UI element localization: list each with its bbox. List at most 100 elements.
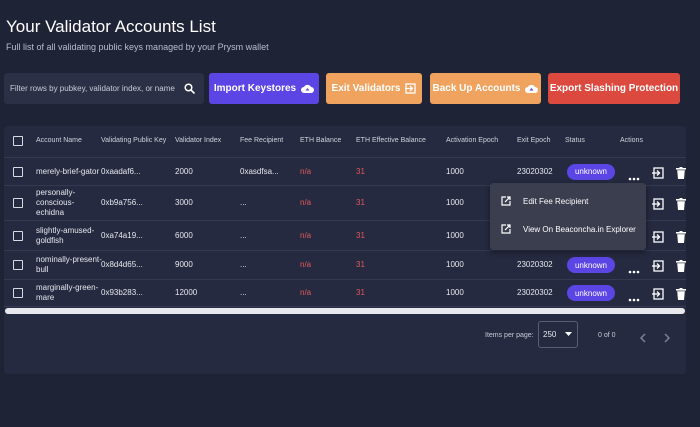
paginator-range: 0 of 0 [598,332,616,339]
cell: 0xa74a19... [101,230,143,240]
cell: 31 [356,198,365,207]
header-checkbox[interactable] [13,136,23,146]
cell: 1000 [446,198,464,207]
cell: ... [240,288,247,297]
cell: n/a [300,288,312,297]
prev-page[interactable] [639,330,647,348]
exit-action-glyph [652,198,664,210]
search-placeholder: Filter rows by pubkey, validator index, … [10,84,175,93]
icon [525,84,539,93]
cell: 23020302 [517,166,553,176]
scrollbar[interactable] [5,308,685,314]
action-button[interactable]: Exit Validators [326,73,422,104]
external-link-icon [501,224,511,234]
icon [301,84,315,93]
search-box[interactable]: Filter rows by pubkey, validator index, … [4,73,204,104]
more-actions[interactable] [628,290,640,308]
column-header: Exit Epoch [517,137,551,144]
exit-action[interactable] [652,230,664,248]
cell: n/a [300,166,312,176]
cell: 0x8d4d65... [101,260,143,269]
column-header: Account Name [36,137,82,144]
cell: 0xb9a756... [101,198,143,207]
status-pill: unknown [567,257,615,273]
cell: 9000 [175,260,193,269]
exit-action[interactable] [652,197,664,215]
cell: n/a [300,230,312,240]
column-header: ETH Balance [300,137,342,144]
button-label: Back Up Accounts [432,83,521,94]
cell: 1000 [446,260,464,269]
cell: ... [240,230,247,240]
status-pill: unknown [567,285,615,301]
cell: ... [240,260,247,269]
button-label: Import Keystores [213,83,297,94]
row-checkbox[interactable] [13,288,23,298]
row-divider [4,157,686,158]
exit-action[interactable] [652,166,664,184]
row-divider [4,250,686,251]
exit-action-glyph [652,166,664,179]
cell: 0x93b283... [101,288,143,297]
delete-action-glyph [676,166,686,179]
cell: 0xasdfsa... [240,166,279,176]
next-page[interactable] [663,330,671,348]
icon [405,83,417,94]
status-label: unknown [574,167,608,176]
cell: merely-brief-gator [36,166,100,176]
row-checkbox[interactable] [13,230,23,241]
delete-action-glyph [676,288,686,300]
cell: n/a [300,260,312,269]
row-divider [4,279,686,280]
menu-item-label: Edit Fee Recipient [523,196,589,206]
column-header: Fee Recipient [240,137,284,144]
cell: 31 [356,288,365,297]
delete-action-glyph [676,230,686,243]
cell: 23020302 [517,288,553,297]
delete-action[interactable] [676,259,686,277]
cell: n/a [300,198,312,207]
row-checkbox[interactable] [13,198,23,208]
button-label: Exit Validators [331,83,401,94]
more-actions[interactable] [628,262,640,280]
action-button[interactable]: Back Up Accounts [430,73,541,104]
menu-item[interactable]: View On Beaconcha.in Explorer [490,216,646,242]
delete-action-glyph [676,260,686,272]
delete-action[interactable] [676,166,686,184]
action-button[interactable]: Import Keystores [209,73,319,104]
menu-item[interactable]: Edit Fee Recipient [490,188,646,214]
cell: 6000 [175,230,193,240]
delete-action[interactable] [676,197,686,215]
column-header: Validator Index [175,137,222,144]
exit-action[interactable] [652,259,664,277]
more-actions-glyph [628,177,640,180]
menu-item-label: View On Beaconcha.in Explorer [523,224,636,234]
row-divider [4,220,686,221]
cell: 1000 [446,230,464,240]
delete-action[interactable] [676,287,686,305]
row-checkbox[interactable] [13,260,23,270]
delete-action[interactable] [676,230,686,248]
row-checkbox[interactable] [13,166,23,177]
row-divider [4,306,686,307]
cell: nominally-present-bull [36,255,102,274]
page-size-select[interactable]: 250 [538,321,578,348]
status-label: unknown [574,288,608,298]
exit-action-glyph [652,230,664,243]
exit-action-glyph [652,260,664,272]
action-button[interactable]: Export Slashing Protection [548,73,680,104]
search-icon [184,83,195,94]
cell: 3000 [175,198,193,207]
external-link-icon [501,196,511,206]
more-actions-glyph [628,270,640,274]
cell: 1000 [446,166,464,176]
column-header: Validating Public Key [101,137,167,144]
cell: ... [240,198,247,207]
more-actions[interactable] [628,169,640,187]
exit-action[interactable] [652,287,664,305]
column-header: Status [565,137,585,144]
row-divider [4,185,686,186]
exit-action-glyph [652,288,664,300]
cell: 12000 [175,288,198,297]
